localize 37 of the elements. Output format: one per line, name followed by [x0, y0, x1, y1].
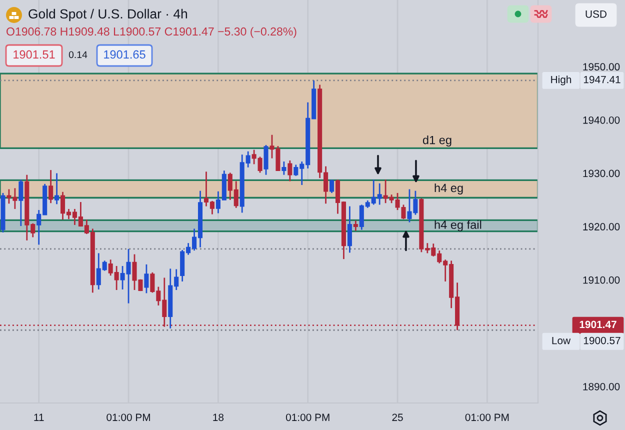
annotation: 0.14	[68, 51, 88, 58]
text: 1947.41	[584, 76, 620, 84]
candlestick	[288, 160, 292, 182]
text: USD	[586, 10, 606, 18]
y-tick-label: 1940.00	[583, 116, 620, 124]
candlestick	[48, 169, 54, 204]
candlestick	[18, 178, 24, 227]
x-tick-label: 25	[392, 414, 403, 422]
annotation: 1901.51	[14, 50, 55, 59]
x-tick-label: 01:00 PM	[286, 414, 330, 422]
candlestick	[329, 178, 334, 194]
text: Gold Spot / U.S. Dollar · 4h	[28, 8, 188, 22]
annotation: 1901.65	[104, 50, 146, 59]
y-tick-label: 1950.00	[583, 63, 620, 71]
band-label: h4 eg	[434, 183, 463, 194]
y-tick-label: 1930.00	[583, 170, 620, 178]
text: 1901.47	[580, 320, 616, 328]
candlestick	[144, 264, 149, 294]
candlestick	[54, 172, 60, 205]
x-tick-label: 11	[34, 414, 44, 421]
x-tick-label: 01:00 PM	[106, 414, 150, 422]
y-tick-label: 1890.00	[583, 382, 620, 390]
ref-line-label: Low	[552, 336, 571, 344]
band-label: d1 eg	[422, 136, 452, 147]
band-label: h4 eg fail	[434, 220, 482, 232]
candlestick	[264, 144, 268, 176]
candlestick	[347, 206, 352, 254]
x-tick-label: 01:00 PM	[465, 414, 509, 422]
text: O1906.78 H1909.48 L1900.57 C1901.47 −5.30 (−0.28%)	[6, 27, 296, 38]
candlestick	[282, 160, 286, 176]
x-tick-label: 18	[213, 414, 224, 422]
text: 1900.57	[584, 336, 620, 344]
ref-line-label: High	[551, 76, 572, 86]
candlestick	[353, 220, 358, 232]
y-tick-label: 1920.00	[583, 223, 620, 230]
y-tick-label: 1910.00	[583, 276, 620, 284]
candlestick	[324, 166, 328, 204]
